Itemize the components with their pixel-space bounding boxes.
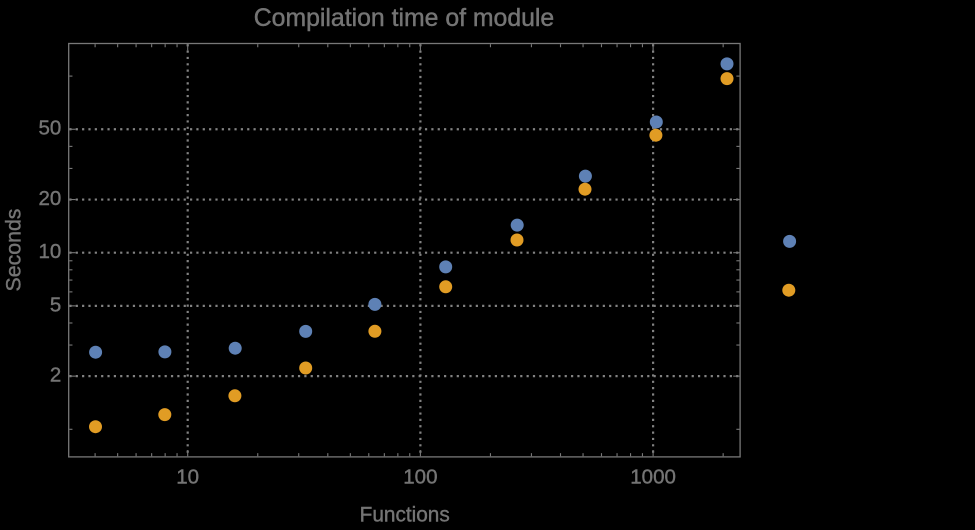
- svg-text:10: 10: [176, 466, 199, 489]
- svg-text:2: 2: [50, 364, 61, 387]
- svg-text:Seconds: Seconds: [2, 209, 26, 292]
- svg-text:5: 5: [50, 293, 61, 316]
- svg-text:Compilation time of module: Compilation time of module: [254, 5, 554, 32]
- svg-text:1000: 1000: [630, 466, 676, 489]
- svg-text:Functions: Functions: [360, 504, 450, 526]
- svg-text:100: 100: [403, 466, 437, 489]
- svg-text:20: 20: [38, 187, 61, 210]
- svg-text:10: 10: [38, 240, 61, 263]
- svg-text:50: 50: [38, 117, 61, 140]
